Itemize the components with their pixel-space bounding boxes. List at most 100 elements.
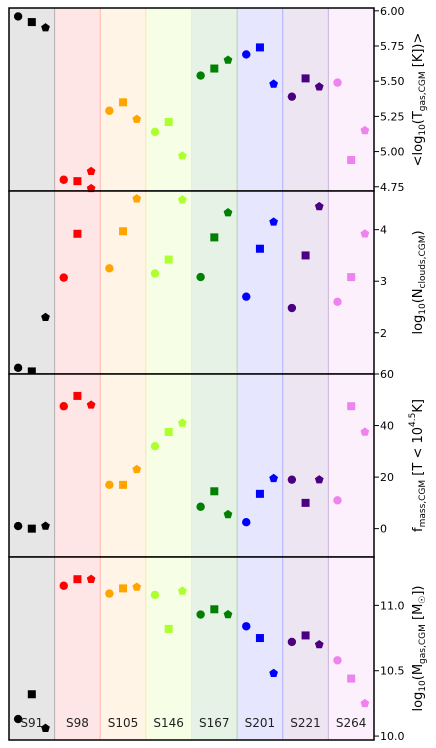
- point-square-s201: [255, 489, 264, 498]
- band-s167: [191, 557, 238, 740]
- point-circle-s201: [242, 622, 251, 631]
- point-square-s98: [73, 575, 82, 584]
- band-s146: [145, 374, 192, 557]
- point-circle-s201: [242, 292, 251, 301]
- category-label-s105: S105: [108, 716, 139, 730]
- point-square-s221: [301, 631, 310, 640]
- band-s264: [328, 374, 374, 557]
- band-s201: [237, 374, 283, 557]
- point-circle-s91: [13, 12, 23, 21]
- band-s201: [237, 8, 283, 191]
- y-tick-label: 5.00: [380, 146, 405, 159]
- point-square-s105: [119, 480, 128, 489]
- point-square-s201: [255, 244, 264, 253]
- point-pentagon-s167: [223, 509, 233, 519]
- point-square-s146: [164, 255, 173, 264]
- point-square-s146: [164, 427, 173, 436]
- point-square-s105: [119, 98, 128, 107]
- panel-3-ylabel: fmass,CGM [T < 104.5K]: [408, 399, 428, 532]
- y-tick-label: 4: [380, 224, 387, 237]
- point-pentagon-s105: [132, 194, 142, 203]
- y-tick-label: 10.5: [380, 665, 405, 678]
- point-pentagon-s264: [360, 229, 370, 238]
- category-label-s146: S146: [153, 716, 184, 730]
- y-tick-label: 0: [380, 523, 387, 536]
- band-s221: [282, 557, 329, 740]
- point-pentagon-s105: [132, 114, 142, 123]
- point-square-s98: [73, 229, 82, 238]
- y-tick-label: 2: [380, 327, 387, 340]
- band-s167: [191, 374, 238, 557]
- panel-1-ylabel: <log10(Tgas,CGM [K])>: [411, 33, 428, 167]
- point-circle-s146: [150, 127, 160, 137]
- point-pentagon-s146: [178, 195, 187, 204]
- point-pentagon-s264: [360, 427, 370, 436]
- band-s201: [237, 191, 283, 374]
- point-circle-s146: [150, 269, 160, 278]
- band-s91: [9, 8, 55, 191]
- band-s221: [282, 374, 329, 557]
- point-circle-s105: [105, 264, 114, 273]
- point-pentagon-s201: [269, 668, 278, 678]
- band-s98: [54, 374, 101, 557]
- y-tick-label: 60: [380, 368, 394, 381]
- point-pentagon-s221: [314, 201, 324, 211]
- point-pentagon-s201: [269, 79, 278, 88]
- point-circle-s98: [59, 581, 68, 590]
- point-square-s167: [210, 233, 219, 242]
- point-circle-s105: [105, 480, 114, 490]
- category-label-s221: S221: [290, 716, 321, 730]
- point-pentagon-s201: [269, 473, 278, 483]
- panel-4-ylabel: log10(Mgas,CGM [M☉]): [411, 585, 428, 711]
- point-square-s146: [164, 624, 173, 633]
- point-circle-s264: [333, 297, 342, 307]
- point-circle-s221: [287, 637, 297, 647]
- band-s105: [100, 191, 146, 374]
- point-square-s167: [210, 64, 219, 73]
- point-pentagon-s91: [41, 312, 50, 322]
- point-square-s221: [301, 498, 310, 507]
- point-circle-s167: [196, 272, 205, 282]
- category-label-s98: S98: [66, 716, 89, 730]
- point-square-s264: [347, 156, 356, 165]
- panel-frame: [8, 556, 375, 741]
- point-square-s91: [27, 524, 36, 533]
- point-square-s105: [119, 227, 128, 236]
- point-circle-s167: [196, 610, 205, 619]
- point-pentagon-s264: [360, 698, 370, 708]
- band-s221: [282, 191, 329, 374]
- point-circle-s146: [150, 441, 160, 451]
- point-circle-s264: [333, 496, 342, 505]
- point-circle-s98: [59, 402, 68, 411]
- y-tick-label: 40: [380, 420, 394, 433]
- category-label-s167: S167: [199, 716, 230, 730]
- band-s167: [191, 8, 238, 191]
- point-pentagon-s264: [360, 125, 370, 135]
- band-s146: [145, 8, 192, 191]
- y-tick-label: 4.75: [380, 181, 405, 194]
- panel-1: 4.75 5.00 5.25 5.50 5.75 6.00 <log10(Tgas,CGM …: [8, 5, 428, 194]
- point-square-s167: [210, 605, 219, 614]
- point-square-s221: [301, 251, 310, 260]
- point-pentagon-s221: [314, 82, 324, 91]
- y-tick-label: 5.25: [380, 110, 405, 123]
- point-square-s264: [347, 402, 356, 411]
- y-tick-label: 11.0: [380, 599, 405, 612]
- point-circle-s201: [242, 518, 251, 527]
- point-square-s105: [119, 584, 128, 593]
- point-pentagon-s98: [86, 574, 96, 583]
- point-square-s91: [27, 367, 36, 376]
- category-label-s201: S201: [245, 716, 276, 730]
- band-s264: [328, 557, 374, 740]
- point-pentagon-s98: [86, 166, 96, 176]
- point-circle-s105: [105, 589, 114, 598]
- point-circle-s167: [196, 71, 205, 80]
- point-circle-s264: [333, 656, 342, 665]
- point-pentagon-s105: [132, 464, 142, 474]
- point-pentagon-s105: [132, 582, 142, 591]
- point-pentagon-s91: [41, 521, 50, 530]
- band-s98: [54, 8, 101, 191]
- point-pentagon-s146: [178, 418, 187, 427]
- point-square-s91: [27, 18, 36, 27]
